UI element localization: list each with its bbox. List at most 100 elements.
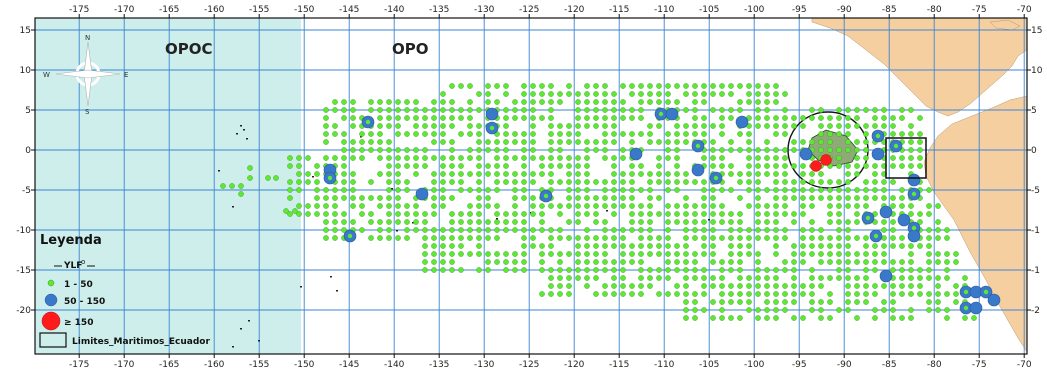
point-small [485, 139, 491, 145]
point-small [332, 219, 338, 225]
point-small [449, 219, 455, 225]
point-small [593, 115, 599, 121]
point-small [332, 99, 338, 105]
island-mark [360, 136, 362, 138]
point-small [521, 195, 527, 201]
point-small [908, 139, 914, 145]
point-small [944, 259, 950, 265]
point-small [773, 291, 779, 297]
point-small [755, 283, 761, 289]
point-small [701, 291, 707, 297]
point-small [467, 107, 473, 113]
point-small [983, 289, 989, 295]
point-small [575, 235, 581, 241]
point-small [764, 187, 770, 193]
point-small [575, 243, 581, 249]
point-small [854, 211, 860, 217]
point-small [557, 131, 563, 137]
south-america-land [923, 95, 1028, 353]
point-small [611, 275, 617, 281]
point-small [530, 115, 536, 121]
point-small [485, 83, 491, 89]
point-small [710, 211, 716, 217]
point-small [755, 267, 761, 273]
point-medium [907, 173, 921, 187]
point-small [350, 99, 356, 105]
point-small [800, 195, 806, 201]
point-small [773, 115, 779, 121]
point-small [800, 227, 806, 233]
point-small [737, 99, 743, 105]
legend-label-limits: Limites_Maritimos_Ecuador [72, 337, 210, 347]
point-small [647, 203, 653, 209]
point-small [332, 235, 338, 241]
point-small [656, 275, 662, 281]
point-small [873, 233, 879, 239]
point-small [881, 243, 887, 249]
point-small [575, 131, 581, 137]
island-mark [300, 286, 302, 288]
point-small [755, 195, 761, 201]
point-small [710, 235, 716, 241]
point-small [548, 99, 554, 105]
point-small [602, 131, 608, 137]
point-small [467, 203, 473, 209]
legend-layer-name: YLF [63, 261, 82, 271]
point-small [854, 187, 860, 193]
point-small [782, 195, 788, 201]
point-small [935, 283, 941, 289]
point-small [755, 291, 761, 297]
point-small [701, 155, 707, 161]
point-small [548, 243, 554, 249]
point-small [854, 163, 860, 169]
point-small [377, 203, 383, 209]
point-small [413, 107, 419, 113]
point-small [683, 275, 689, 281]
point-small [593, 211, 599, 217]
point-small [881, 123, 887, 129]
point-small [665, 291, 671, 297]
point-small [638, 211, 644, 217]
point-small [737, 211, 743, 217]
point-small [710, 107, 716, 113]
point-small [530, 235, 536, 241]
island-mark [243, 129, 245, 131]
point-small [467, 83, 473, 89]
point-small [548, 179, 554, 185]
point-small [539, 115, 545, 121]
point-small [238, 183, 244, 189]
point-small [611, 259, 617, 265]
point-small [818, 107, 824, 113]
point-small [836, 267, 842, 273]
point-small [647, 227, 653, 233]
point-small [674, 139, 680, 145]
point-small [656, 99, 662, 105]
lon-label-bottom: -70 [1017, 360, 1032, 370]
point-small [683, 243, 689, 249]
point-small [710, 275, 716, 281]
point-small [449, 235, 455, 241]
point-small [620, 107, 626, 113]
point-small [809, 291, 815, 297]
point-small [431, 211, 437, 217]
point-small [503, 139, 509, 145]
lon-label-bottom: -170 [114, 360, 135, 370]
point-small [836, 243, 842, 249]
point-small [566, 251, 572, 257]
lon-label-bottom: -125 [519, 360, 539, 370]
point-small [656, 195, 662, 201]
point-small [575, 219, 581, 225]
point-small [800, 139, 806, 145]
point-small [593, 267, 599, 273]
point-small [485, 99, 491, 105]
point-small [773, 275, 779, 281]
point-small [521, 155, 527, 161]
point-small [323, 235, 329, 241]
point-small [575, 275, 581, 281]
point-small [521, 147, 527, 153]
point-small [872, 291, 878, 297]
axis-labels: -175-175-170-170-165-165-160-160-155-155… [16, 5, 1042, 370]
point-small [746, 139, 752, 145]
point-small [395, 179, 401, 185]
point-small [341, 99, 347, 105]
